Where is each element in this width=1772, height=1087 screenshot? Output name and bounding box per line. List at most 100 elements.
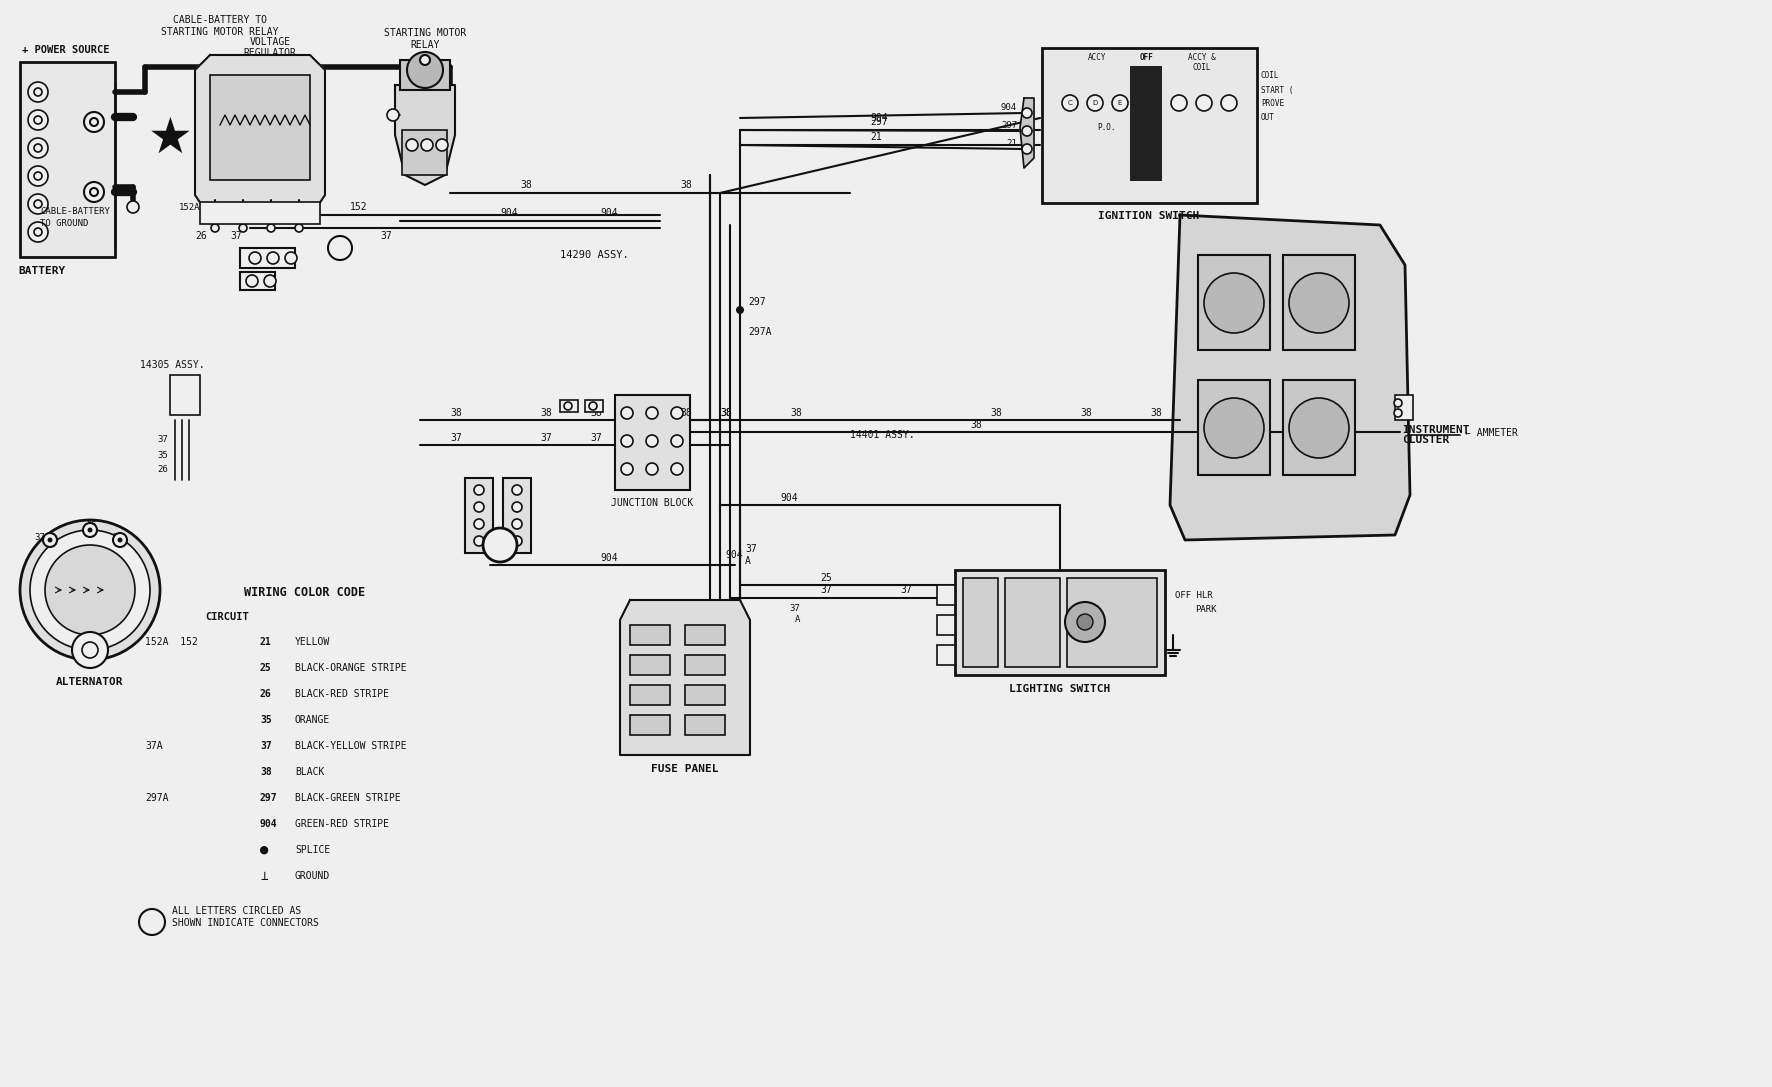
Text: STARTING MOTOR RELAY: STARTING MOTOR RELAY <box>161 27 278 37</box>
Bar <box>686 655 725 675</box>
Text: 152A: 152A <box>179 202 200 212</box>
Text: REGULATOR: REGULATOR <box>243 48 296 58</box>
Text: BLACK: BLACK <box>294 767 324 777</box>
Circle shape <box>1196 95 1212 111</box>
Circle shape <box>34 88 43 96</box>
Circle shape <box>34 143 43 152</box>
Circle shape <box>28 166 48 186</box>
Circle shape <box>239 224 246 232</box>
Circle shape <box>90 188 97 196</box>
Text: B: B <box>337 243 344 253</box>
Bar <box>631 715 670 735</box>
Circle shape <box>138 909 165 935</box>
Circle shape <box>34 116 43 124</box>
Text: 37: 37 <box>450 433 462 443</box>
Circle shape <box>83 182 105 202</box>
Text: 37
A: 37 A <box>744 545 757 566</box>
Text: ACCY: ACCY <box>1088 53 1106 62</box>
Circle shape <box>647 463 657 475</box>
Text: TO GROUND: TO GROUND <box>41 220 89 228</box>
Bar <box>955 570 1164 675</box>
Text: 38: 38 <box>680 408 691 418</box>
Text: 37: 37 <box>540 433 551 443</box>
Bar <box>1131 66 1162 182</box>
Circle shape <box>735 307 744 314</box>
Text: 37: 37 <box>590 433 602 443</box>
Text: 14290 ASSY.: 14290 ASSY. <box>560 250 629 260</box>
Text: 26: 26 <box>195 232 207 241</box>
Circle shape <box>83 523 97 537</box>
Text: ⊥: ⊥ <box>260 870 268 883</box>
Circle shape <box>34 200 43 208</box>
Bar <box>214 207 245 223</box>
Text: A: A <box>496 538 503 551</box>
Text: 38: 38 <box>519 180 532 190</box>
Text: 904: 904 <box>1001 103 1017 112</box>
Bar <box>631 655 670 675</box>
Text: BLACK-YELLOW STRIPE: BLACK-YELLOW STRIPE <box>294 741 406 751</box>
Text: 37A: 37A <box>145 741 163 751</box>
Text: 37
A: 37 A <box>789 604 799 624</box>
Text: 297: 297 <box>1001 122 1017 130</box>
Circle shape <box>1288 273 1348 333</box>
Circle shape <box>34 172 43 180</box>
Circle shape <box>246 275 259 287</box>
Text: 38: 38 <box>719 408 732 418</box>
Text: 38: 38 <box>991 408 1001 418</box>
Text: 297A: 297A <box>748 327 771 337</box>
Polygon shape <box>1021 98 1035 168</box>
Bar <box>1067 578 1157 667</box>
Bar <box>937 615 955 635</box>
Circle shape <box>83 112 105 132</box>
Circle shape <box>73 632 108 669</box>
Bar <box>560 400 578 412</box>
Text: 904: 904 <box>601 553 618 563</box>
Text: 21: 21 <box>260 637 271 647</box>
Bar <box>400 60 450 90</box>
Circle shape <box>473 536 484 546</box>
Text: CLUSTER: CLUSTER <box>1402 435 1449 445</box>
Text: ALTERNATOR: ALTERNATOR <box>57 677 124 687</box>
Bar <box>937 585 955 605</box>
Bar <box>686 625 725 645</box>
Circle shape <box>87 527 92 533</box>
Circle shape <box>30 530 151 650</box>
Circle shape <box>436 139 448 151</box>
Circle shape <box>588 402 597 410</box>
Circle shape <box>672 407 682 418</box>
Text: AUX: AUX <box>1008 615 1022 625</box>
Text: STARTING MOTOR: STARTING MOTOR <box>385 28 466 38</box>
Circle shape <box>484 528 517 562</box>
Circle shape <box>28 193 48 214</box>
Circle shape <box>512 502 523 512</box>
Circle shape <box>422 139 432 151</box>
Bar <box>1198 380 1271 475</box>
Bar <box>200 202 321 224</box>
Text: ORANGE: ORANGE <box>294 715 330 725</box>
Text: 152A  152: 152A 152 <box>145 637 198 647</box>
Circle shape <box>28 82 48 102</box>
Circle shape <box>28 138 48 158</box>
Text: 297A: 297A <box>145 794 168 803</box>
Text: OFF: OFF <box>1139 53 1154 62</box>
Circle shape <box>328 236 353 260</box>
Text: BLACK-RED STRIPE: BLACK-RED STRIPE <box>294 689 390 699</box>
Text: 38: 38 <box>790 408 801 418</box>
Circle shape <box>294 224 303 232</box>
Circle shape <box>19 520 159 660</box>
Text: IGNITION SWITCH: IGNITION SWITCH <box>1099 211 1200 221</box>
Circle shape <box>620 407 633 418</box>
Text: 25: 25 <box>820 573 831 583</box>
Bar <box>464 478 493 553</box>
Text: 37: 37 <box>900 585 913 595</box>
Text: CIRCUIT: CIRCUIT <box>206 612 248 622</box>
Text: 35: 35 <box>260 715 271 725</box>
Bar <box>211 75 310 180</box>
Text: SPLICE: SPLICE <box>294 845 330 855</box>
Text: ACCY &: ACCY & <box>1187 53 1216 62</box>
Circle shape <box>1061 95 1077 111</box>
Circle shape <box>672 463 682 475</box>
Polygon shape <box>195 55 324 210</box>
Circle shape <box>620 435 633 447</box>
Circle shape <box>1203 398 1263 458</box>
